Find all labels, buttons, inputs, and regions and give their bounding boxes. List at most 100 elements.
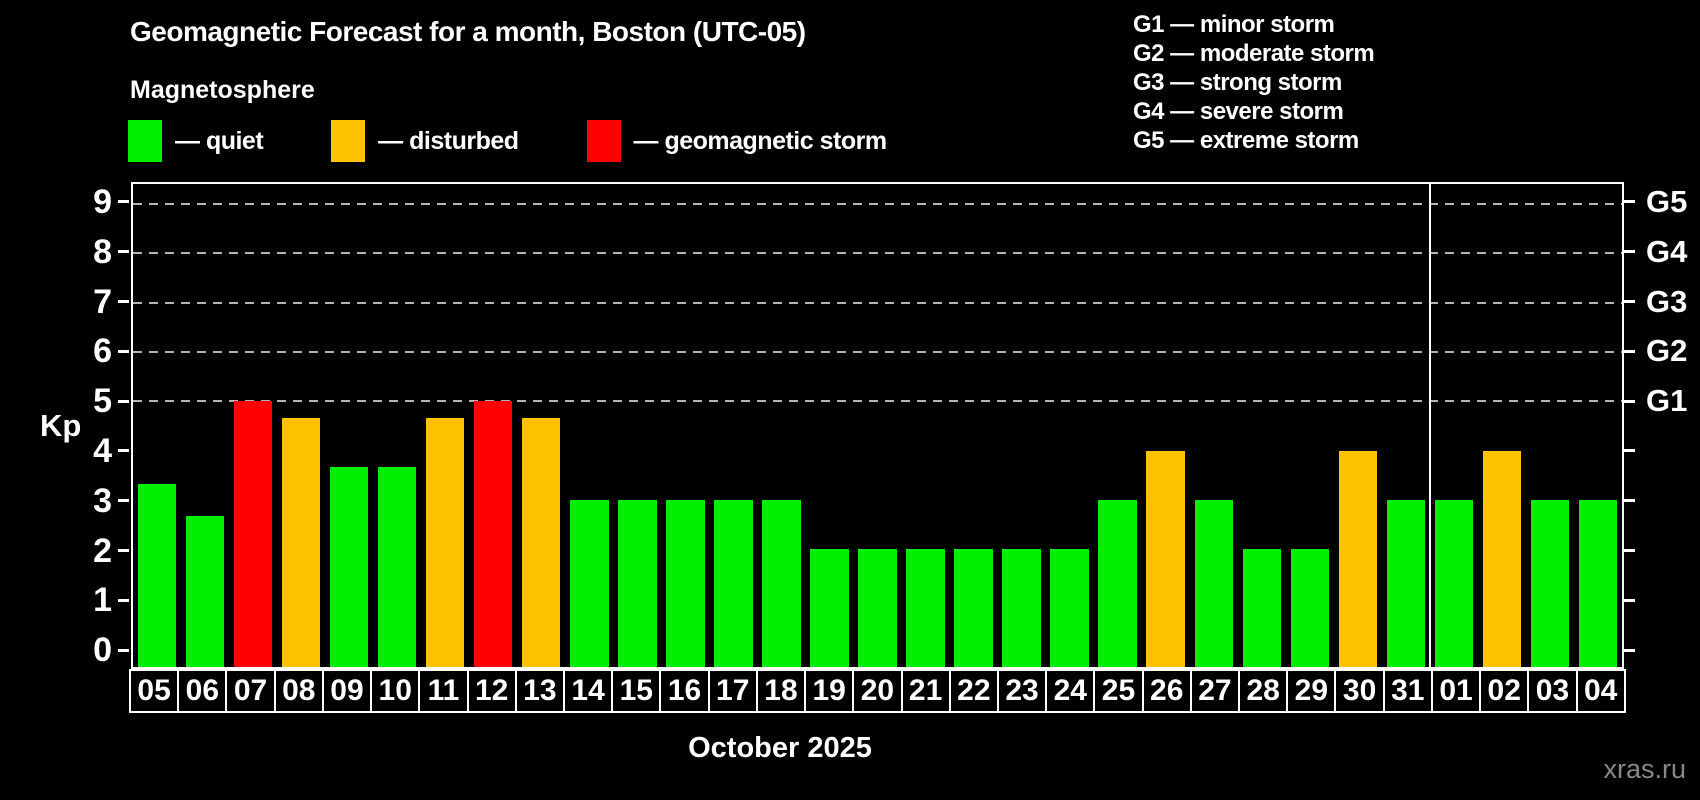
y-tick-right-6 [1624,349,1635,353]
y-tick-left-9 [118,200,129,204]
y-tick-left-2 [118,549,129,552]
day-cell-28: 28 [1238,669,1287,713]
day-cell-24: 24 [1045,669,1094,713]
y-tick-label-8: 8 [93,232,112,271]
storm-color-swatch [586,120,621,162]
x-axis-title: October 2025 [688,732,872,764]
y-tick-right-2 [1624,549,1635,552]
day-cell-30: 30 [1334,669,1383,713]
kp-bar-day-07 [233,401,273,667]
quiet-color-swatch [128,120,162,162]
kp-bar-day-04 [1578,500,1618,667]
y-tick-left-7 [118,300,129,304]
day-cell-08: 08 [273,669,322,713]
plot-area [131,182,1624,669]
legend-item-label: — quiet [175,126,264,155]
legend-item-storm: — geomagnetic storm [586,120,888,162]
kp-bar-day-27 [1194,500,1233,667]
y-tick-label-0: 0 [93,631,112,670]
legend-item-quiet: — quiet [128,120,264,162]
kp-bar-day-05 [137,483,177,667]
gridline-kp9 [133,202,1622,205]
g-axis-label-g1: G1 [1646,383,1688,419]
kp-bar-day-26 [1146,450,1185,667]
kp-bar-day-13 [522,417,561,667]
day-cell-10: 10 [370,669,419,713]
kp-bar-day-18 [762,500,801,667]
y-tick-right-4 [1624,449,1635,453]
magnetosphere-legend: — quiet — disturbed — geomagnetic storm [128,118,955,164]
g-axis-label-g2: G2 [1646,333,1688,369]
day-cell-22: 22 [948,669,997,713]
y-tick-left-6 [118,349,129,353]
y-tick-label-6: 6 [93,332,112,371]
y-tick-left-8 [118,250,129,254]
kp-bar-day-10 [377,467,417,667]
kp-bar-day-01 [1434,500,1474,667]
kp-bar-day-08 [281,417,321,667]
y-tick-right-8 [1624,250,1635,254]
day-cell-12: 12 [466,669,515,713]
day-cell-13: 13 [514,669,563,713]
kp-bar-day-16 [666,500,705,667]
y-tick-left-4 [118,449,129,453]
y-tick-right-5 [1624,399,1635,403]
y-axis-ticks-right [1624,182,1637,669]
g-legend-line-g5: G5 — extreme storm [1133,127,1359,154]
kp-bar-day-15 [618,500,657,667]
day-cell-23: 23 [996,669,1046,713]
legend-item-disturbed: — disturbed [331,120,519,162]
y-tick-right-0 [1624,648,1635,652]
g-scale-legend: G1 — minor storm G2 — moderate storm G3 … [1133,10,1375,155]
x-axis-day-labels: 05 06 07 08 09 10 11 12 13 14 15 16 17 18 19 20 21 22 23 24… [129,669,1626,713]
g-legend-line-g4: G4 — severe storm [1133,98,1344,125]
chart-title: Geomagnetic Forecast for a month, Boston… [130,16,806,47]
g-legend-line-g3: G3 — strong storm [1133,69,1342,96]
day-cell-26: 26 [1141,669,1190,713]
kp-bar-day-21 [906,549,945,667]
day-cell-06: 06 [177,669,226,713]
day-cell-03: 03 [1527,669,1576,713]
kp-bar-day-25 [1098,500,1137,667]
y-tick-right-9 [1624,200,1635,204]
kp-bar-day-17 [714,500,753,667]
y-tick-label-7: 7 [93,282,112,321]
day-cell-25: 25 [1093,669,1142,713]
kp-bar-day-30 [1338,450,1378,667]
kp-bar-day-23 [1002,549,1041,667]
y-axis-title: Kp [40,408,82,443]
kp-bar-day-03 [1530,500,1570,667]
y-tick-label-2: 2 [93,531,112,570]
day-cell-04: 04 [1575,669,1626,713]
day-cell-01: 01 [1430,669,1480,713]
gridline-kp7 [133,301,1622,304]
gridline-kp5 [133,400,1622,403]
day-cell-15: 15 [611,669,660,713]
day-cell-16: 16 [659,669,708,713]
day-cell-17: 17 [707,669,756,713]
legend-item-label: — disturbed [378,126,519,155]
day-cell-02: 02 [1479,669,1528,713]
kp-bar-day-20 [858,549,897,667]
g-legend-line-g1: G1 — minor storm [1133,11,1335,38]
y-tick-left-1 [118,598,129,602]
day-cell-14: 14 [562,669,612,713]
day-cell-05: 05 [129,669,178,713]
y-tick-left-3 [118,499,129,503]
kp-bar-day-06 [185,516,225,667]
y-tick-label-3: 3 [93,481,112,520]
day-cell-09: 09 [321,669,371,713]
kp-bar-day-31 [1386,500,1426,667]
kp-bar-day-14 [570,500,609,667]
legend-item-label: — geomagnetic storm [633,126,888,155]
y-tick-right-7 [1624,300,1635,304]
kp-bar-day-19 [810,549,849,667]
y-tick-label-1: 1 [93,581,112,620]
y-tick-label-5: 5 [93,382,112,421]
watermark: xras.ru [1603,754,1686,784]
kp-bar-day-29 [1290,549,1329,667]
g-legend-line-g2: G2 — moderate storm [1133,40,1375,67]
kp-bar-day-11 [425,417,465,667]
g-axis-labels: G1 G2 G3 G4 G5 [1646,182,1700,669]
kp-bar-day-28 [1242,549,1281,667]
